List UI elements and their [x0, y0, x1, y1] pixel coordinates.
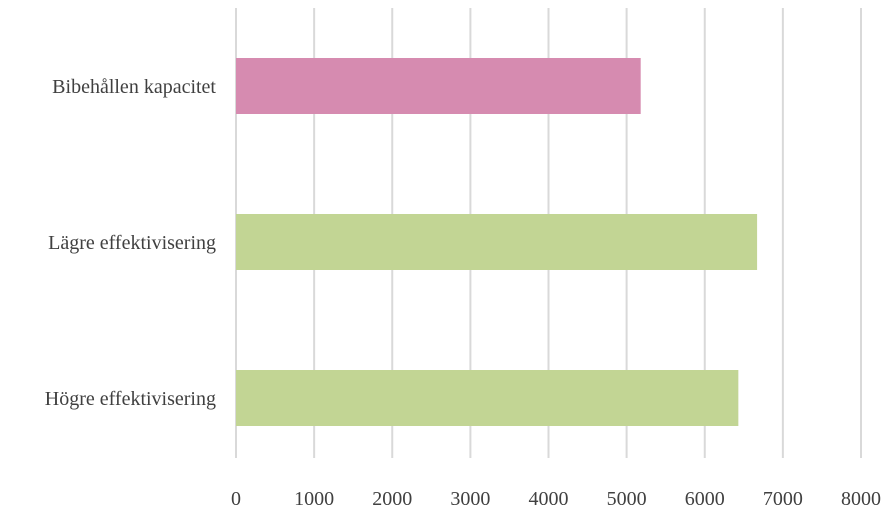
- x-tick-label: 4000: [529, 488, 569, 510]
- category-label: Lägre effektivisering: [48, 232, 216, 254]
- x-tick-label: 2000: [372, 488, 412, 510]
- x-tick-label: 5000: [607, 488, 647, 510]
- x-tick-label: 1000: [294, 488, 334, 510]
- x-tick-label: 7000: [763, 488, 803, 510]
- x-tick-label: 6000: [685, 488, 725, 510]
- bar-1: [236, 58, 641, 114]
- category-labels: Bibehållen kapacitet Lägre effektiviserin…: [45, 76, 217, 410]
- bars: [236, 58, 758, 426]
- bar-3: [236, 370, 739, 426]
- category-label: Bibehållen kapacitet: [52, 76, 216, 98]
- category-label: Högre effektivisering: [45, 388, 216, 410]
- bar-2: [236, 214, 758, 270]
- x-tick-label: 8000: [841, 488, 881, 510]
- x-tick-label: 3000: [450, 488, 490, 510]
- x-tick-label: 0: [231, 488, 241, 510]
- x-axis-tick-labels: 0 1000 2000 3000 4000 5000 6000 7000 8000: [231, 488, 881, 510]
